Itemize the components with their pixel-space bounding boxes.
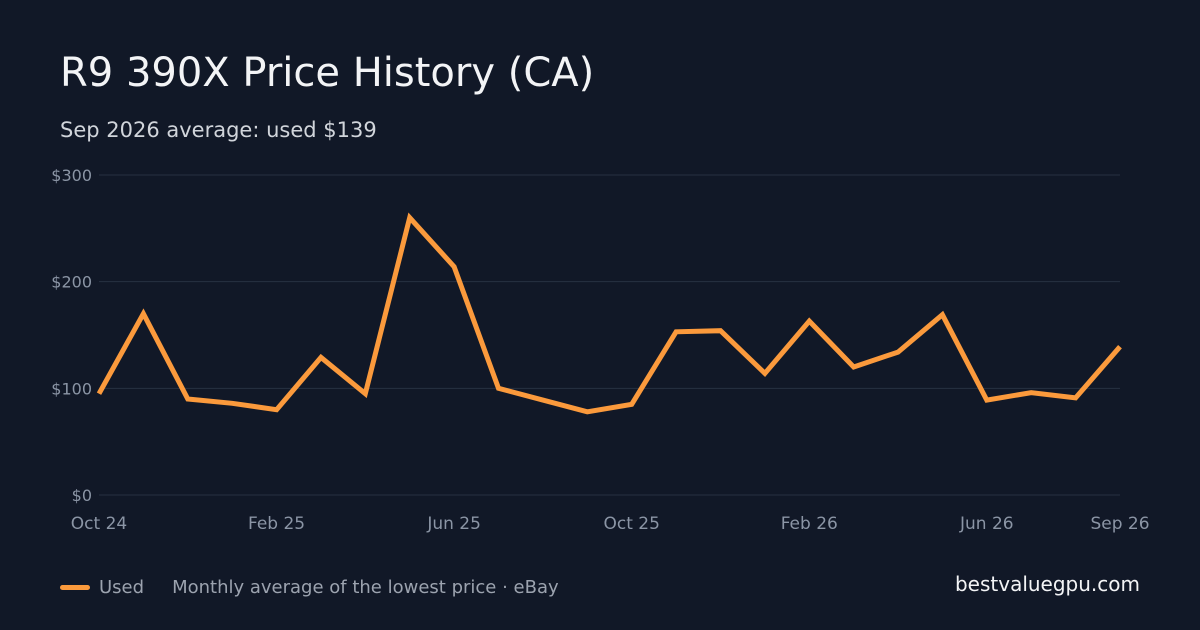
x-tick-label: Jun 25 bbox=[426, 514, 481, 534]
x-tick-label: Feb 25 bbox=[248, 514, 305, 534]
y-axis-ticks: $0 $100 $200 $300 bbox=[51, 166, 92, 505]
brand-link[interactable]: bestvaluegpu.com bbox=[954, 572, 1140, 596]
series-line-used bbox=[96, 212, 1122, 415]
y-tick-label: $100 bbox=[51, 379, 92, 398]
y-tick-label: $200 bbox=[51, 273, 92, 292]
x-axis-ticks: Oct 24 Feb 25 Jun 25 Oct 25 Feb 26 Jun 26 Sep … bbox=[71, 514, 1150, 534]
x-tick-label: Sep 26 bbox=[1090, 514, 1149, 534]
legend: Used Monthly average of the lowest price… bbox=[60, 574, 559, 600]
x-tick-label: Oct 25 bbox=[603, 514, 659, 534]
chart-title: R9 390X Price History (CA) bbox=[60, 50, 595, 96]
x-tick-label: Jun 26 bbox=[959, 514, 1014, 534]
y-tick-label: $0 bbox=[72, 486, 92, 505]
y-tick-label: $300 bbox=[51, 166, 92, 185]
legend-label-used: Used bbox=[99, 576, 145, 598]
series-layer bbox=[96, 212, 1122, 415]
chart-subtitle: Sep 2026 average: used $139 bbox=[60, 118, 377, 142]
legend-swatch-used bbox=[60, 584, 90, 590]
x-tick-label: Feb 26 bbox=[781, 514, 838, 534]
legend-note: Monthly average of the lowest price · eB… bbox=[172, 576, 559, 598]
x-tick-label: Oct 24 bbox=[71, 514, 127, 534]
grid-lines bbox=[99, 174, 1120, 496]
